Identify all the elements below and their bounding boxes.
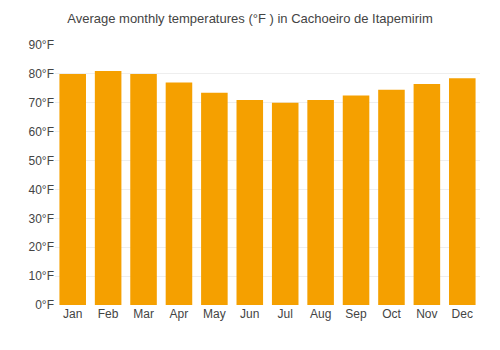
svg-text:Sep: Sep: [345, 307, 367, 321]
svg-text:50°F: 50°F: [29, 154, 54, 168]
svg-text:Jan: Jan: [63, 307, 82, 321]
svg-text:Mar: Mar: [133, 307, 154, 321]
svg-text:60°F: 60°F: [29, 125, 54, 139]
svg-text:Average monthly temperatures (: Average monthly temperatures (°F ) in Ca…: [67, 11, 433, 26]
svg-text:70°F: 70°F: [29, 96, 54, 110]
svg-text:May: May: [203, 307, 226, 321]
svg-text:40°F: 40°F: [29, 183, 54, 197]
svg-text:20°F: 20°F: [29, 240, 54, 254]
svg-text:Nov: Nov: [416, 307, 437, 321]
svg-text:Aug: Aug: [310, 307, 331, 321]
svg-text:80°F: 80°F: [29, 67, 54, 81]
svg-text:Apr: Apr: [170, 307, 189, 321]
svg-text:90°F: 90°F: [29, 38, 54, 52]
svg-text:30°F: 30°F: [29, 212, 54, 226]
svg-text:Feb: Feb: [98, 307, 119, 321]
svg-text:Jul: Jul: [278, 307, 293, 321]
svg-text:10°F: 10°F: [29, 269, 54, 283]
svg-text:0°F: 0°F: [35, 298, 54, 312]
svg-text:Dec: Dec: [452, 307, 473, 321]
svg-text:Oct: Oct: [382, 307, 401, 321]
svg-text:Jun: Jun: [240, 307, 259, 321]
